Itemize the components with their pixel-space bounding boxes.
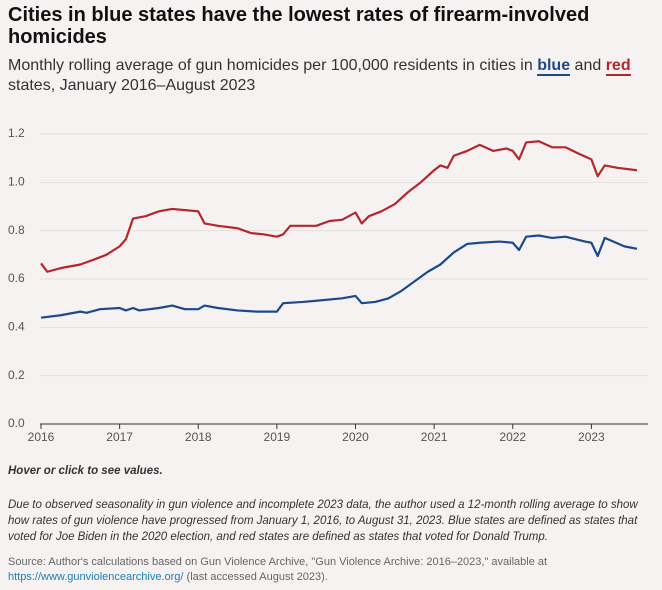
y-tick-label: 0.8 [8, 223, 25, 237]
source: Source: Author's calculations based on G… [8, 555, 654, 585]
x-tick-label: 2023 [578, 430, 605, 444]
x-tick-label: 2020 [342, 430, 369, 444]
chart-title: Cities in blue states have the lowest ra… [8, 4, 590, 48]
note: Due to observed seasonality in gun viole… [8, 499, 638, 543]
subtitle: Monthly rolling average of gun homicides… [8, 56, 654, 96]
x-tick-label: 2018 [185, 430, 212, 444]
x-tick-label: 2019 [264, 430, 291, 444]
chart: 0.0 0.2 0.4 0.6 0.8 1.0 1.2 2016 2017 2018 2019 202… [8, 126, 648, 444]
source-link[interactable]: https://www.gunviolencearchive.org/ [8, 571, 184, 583]
x-tick-label: 2022 [499, 430, 526, 444]
source-text: Source: Author's calculations based on G… [8, 556, 548, 568]
y-tick-label: 0.4 [8, 320, 25, 334]
subtitle-text: Monthly rolling average of gun homicides… [8, 57, 533, 74]
y-tick-label: 1.2 [8, 126, 25, 140]
y-tick-label: 1.0 [8, 175, 25, 189]
hint: Hover or click to see values. [8, 465, 163, 477]
subtitle-text: and [574, 57, 602, 74]
x-tick-label: 2021 [421, 430, 448, 444]
subtitle-text: states, January 2016–August 2023 [8, 77, 256, 94]
y-tick-label: 0.0 [8, 416, 25, 430]
series-line [40, 140, 638, 273]
legend-entry: red [605, 57, 631, 76]
y-tick-label: 0.2 [8, 368, 25, 382]
y-tick-label: 0.6 [8, 271, 25, 285]
x-tick-label: 2016 [28, 430, 55, 444]
source-text: (last accessed August 2023). [186, 571, 328, 583]
series-line [40, 234, 638, 319]
legend-entry: blue [537, 57, 571, 76]
x-tick-label: 2017 [106, 430, 133, 444]
